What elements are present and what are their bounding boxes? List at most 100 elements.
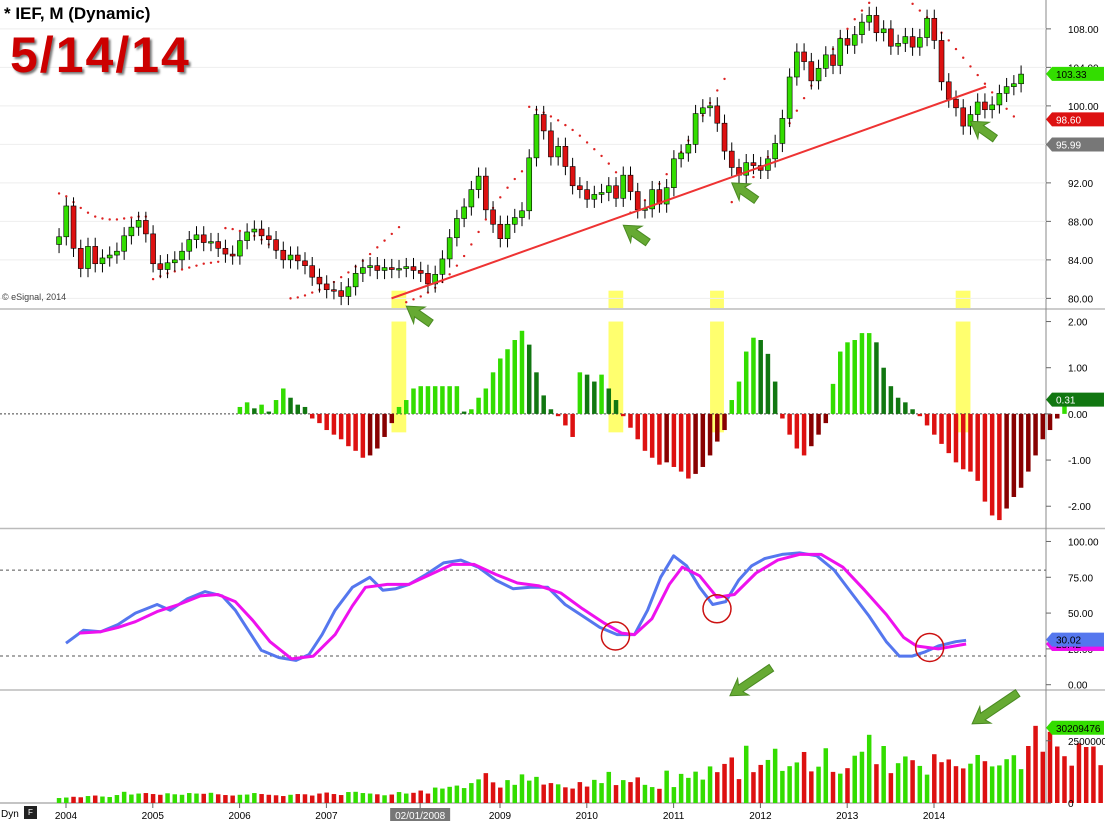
volume-last-value-tag: [1046, 720, 1104, 735]
candle: [504, 223, 511, 239]
histogram-bar: [794, 413, 800, 449]
sar-dot: [752, 175, 755, 179]
volume-bar: [968, 763, 973, 803]
candle: [99, 257, 106, 265]
sar-dot: [513, 177, 516, 181]
volume-bar: [924, 774, 930, 803]
histogram-tick-label: -2.00: [1068, 502, 1091, 513]
volume-bar: [201, 793, 206, 803]
volume-bar: [780, 770, 785, 803]
x-tick-label: 2014: [923, 811, 946, 822]
volume-bar: [584, 786, 590, 803]
histogram-bar: [331, 413, 337, 435]
volume-bar: [483, 773, 489, 803]
candle: [743, 162, 750, 176]
volume-bar: [281, 796, 286, 803]
candle: [953, 98, 959, 109]
candle: [801, 51, 807, 62]
histogram-bar: [548, 409, 554, 414]
candle: [591, 194, 598, 200]
sar-dot: [57, 192, 61, 195]
candle: [656, 189, 663, 205]
sar-dot: [990, 91, 994, 94]
volume-bar: [476, 779, 481, 803]
price-label-tag: [1046, 66, 1104, 81]
candle: [345, 286, 352, 297]
price-tick-label: 84.00: [1068, 256, 1093, 267]
volume-bar: [440, 788, 445, 803]
volume-tick-label: 0: [1068, 799, 1074, 810]
volume-bar: [519, 774, 525, 803]
volume-bar: [194, 793, 199, 803]
volume-bar: [114, 795, 120, 803]
candle: [678, 152, 684, 160]
volume-bar: [375, 794, 380, 803]
volume-bar: [396, 792, 402, 803]
oscillator-last-value: 30.02: [1056, 636, 1081, 647]
volume-bar: [751, 772, 756, 803]
candle: [519, 210, 525, 218]
histogram-bar: [317, 413, 322, 424]
sar-dot: [339, 276, 343, 279]
candle: [258, 228, 265, 237]
sar-dot: [412, 298, 415, 301]
histogram-bar: [266, 411, 272, 414]
histogram-bar: [295, 404, 301, 414]
sar-dot: [716, 89, 719, 92]
candle: [229, 253, 236, 257]
sar-dot: [983, 82, 987, 85]
sar-dot: [311, 291, 314, 294]
volume-bar: [432, 787, 438, 803]
candle: [439, 258, 446, 275]
histogram-bar: [874, 342, 879, 414]
histogram-bar: [526, 344, 532, 414]
sar-dot: [600, 154, 603, 158]
histogram-bar: [751, 337, 756, 414]
sar-dot: [448, 273, 451, 276]
sar-dot: [723, 77, 726, 81]
histogram-bar: [1011, 413, 1017, 497]
histogram-bar: [707, 413, 713, 456]
candle: [866, 15, 872, 23]
candle: [649, 189, 655, 210]
volume-bar: [758, 764, 763, 803]
volume-bar: [295, 794, 301, 803]
histogram-bar: [809, 413, 814, 447]
sar-dot: [976, 73, 979, 77]
histogram-bar: [765, 353, 771, 414]
volume-bar: [823, 748, 829, 803]
volume-bar: [331, 794, 337, 803]
candle: [316, 276, 323, 285]
sar-dot: [528, 105, 531, 109]
candle: [171, 259, 178, 264]
oscillator-last-value-tag: [1046, 632, 1104, 647]
sar-dot: [405, 301, 408, 304]
histogram-bar: [1055, 413, 1060, 419]
candle: [938, 40, 945, 83]
histogram-bar: [606, 388, 612, 414]
candle: [360, 267, 366, 274]
candle: [974, 101, 981, 115]
histogram-bar: [302, 406, 308, 414]
volume-bar: [664, 770, 669, 803]
candle: [620, 174, 627, 199]
volume-bar: [324, 792, 329, 803]
volume-bar: [657, 788, 662, 803]
candle: [873, 15, 880, 34]
histogram-bar: [338, 413, 344, 440]
candle: [56, 236, 62, 245]
highlight-band: [955, 290, 971, 308]
candle: [1003, 86, 1010, 94]
candle: [446, 237, 453, 260]
sar-dot: [79, 206, 82, 210]
histogram-bar: [555, 413, 561, 417]
volume-bar: [606, 771, 612, 803]
histogram-bar: [700, 413, 706, 467]
candle: [128, 226, 135, 237]
sar-dot: [853, 18, 856, 21]
candle: [837, 38, 844, 66]
candle: [721, 122, 728, 152]
histogram-bar: [454, 386, 460, 414]
fib-icon[interactable]: F: [24, 806, 37, 819]
